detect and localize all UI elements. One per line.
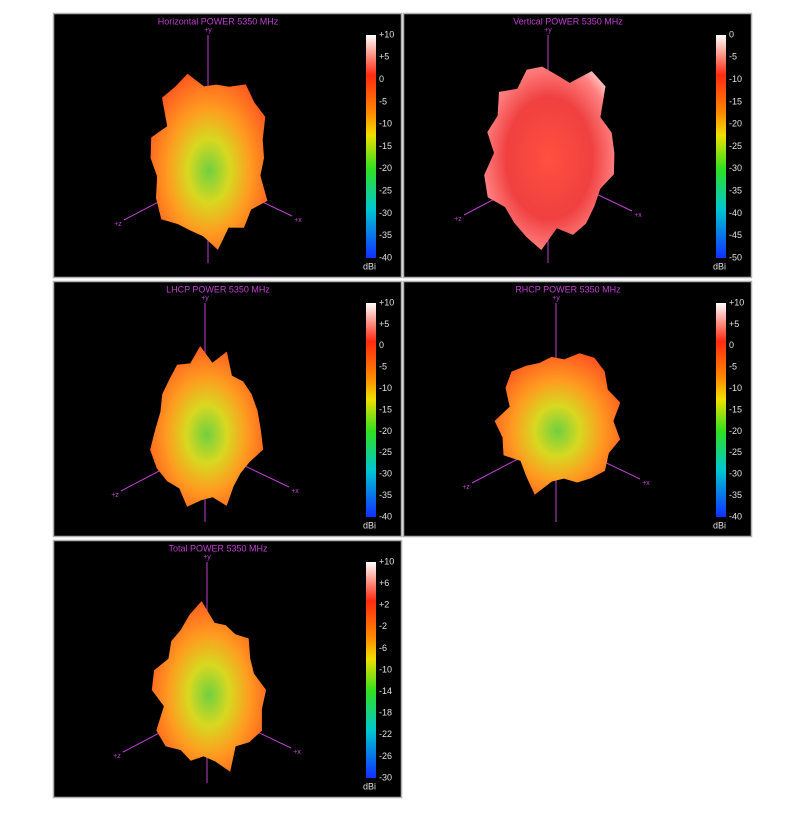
colorbar-tick-label: +5	[379, 52, 389, 62]
panel: Vertical POWER 5350 MHz+y +z +x 0 -5 -10 -15 -2…	[402, 12, 753, 279]
colorbar-tick-label: 0	[379, 74, 384, 84]
panel: Total POWER 5350 MHz+y +z +x +10 +6 +2 -2 -6 -10…	[52, 539, 403, 799]
colorbar-tick-label: +5	[379, 319, 389, 329]
colorbar-tick-label: -30	[729, 469, 742, 479]
colorbar-tick-label: 0	[379, 340, 384, 350]
colorbar-tick-label: -25	[379, 447, 392, 457]
colorbar-tick-label: -15	[729, 404, 742, 414]
colorbar-tick-label: -14	[379, 686, 392, 696]
panel-title: RHCP POWER 5350 MHz	[515, 284, 621, 294]
colorbar-tick-label: 0	[729, 340, 734, 350]
panel-title: LHCP POWER 5350 MHz	[166, 284, 270, 294]
colorbar-tick-label: 0	[729, 29, 734, 39]
axis-x-label: +x	[634, 212, 642, 219]
axis-y-label: +y	[201, 295, 209, 302]
panel-title: Vertical POWER 5350 MHz	[513, 16, 623, 26]
colorbar-tick-label: -30	[379, 772, 392, 782]
colorbar	[366, 562, 376, 778]
colorbar-tick-label: -30	[379, 208, 392, 218]
radiation-pattern	[150, 346, 264, 507]
colorbar-tick-label: -15	[729, 96, 742, 106]
panel-title: Total POWER 5350 MHz	[168, 543, 268, 553]
axis-x-label: +x	[294, 217, 302, 224]
colorbar-tick-label: -5	[379, 362, 387, 372]
colorbar-tick-label: -18	[379, 708, 392, 718]
colorbar-tick-label: -10	[379, 119, 392, 129]
colorbar-unit: dBi	[713, 520, 726, 530]
colorbar-tick-label: -25	[729, 141, 742, 151]
colorbar-tick-label: -15	[379, 141, 392, 151]
axis-y-label: +y	[203, 554, 211, 561]
colorbar-tick-label: -10	[379, 664, 392, 674]
axis-y-label: +y	[204, 27, 212, 34]
colorbar-tick-label: +10	[379, 556, 394, 566]
colorbar-tick-label: -40	[729, 511, 742, 521]
colorbar-tick-label: -45	[729, 230, 742, 240]
colorbar-tick-label: -50	[729, 252, 742, 262]
colorbar-tick-label: -30	[379, 469, 392, 479]
colorbar-tick-label: +6	[379, 578, 389, 588]
colorbar-unit: dBi	[363, 781, 376, 791]
colorbar-tick-label: -35	[729, 185, 742, 195]
colorbar	[366, 35, 376, 258]
colorbar-tick-label: +2	[379, 600, 389, 610]
panel-background	[402, 12, 753, 279]
axis-z-label: +z	[462, 484, 470, 491]
radiation-pattern	[151, 601, 267, 772]
panel: RHCP POWER 5350 MHz+y +z +x +10 +5 0 -5 -10 -15 -…	[402, 280, 753, 538]
colorbar-tick-label: -40	[379, 511, 392, 521]
colorbar-tick-label: -25	[729, 447, 742, 457]
colorbar-unit: dBi	[363, 261, 376, 271]
colorbar	[366, 303, 376, 517]
colorbar-tick-label: -26	[379, 751, 392, 761]
colorbar-tick-label: -20	[379, 426, 392, 436]
panel: Horizontal POWER 5350 MHz+y +z +x +10 +5 0 -5 -…	[52, 12, 403, 279]
panel: LHCP POWER 5350 MHz+y +z +x +10 +5 0 -5 -10 -15 -…	[52, 280, 403, 538]
colorbar-unit: dBi	[713, 261, 726, 271]
colorbar-tick-label: -10	[729, 74, 742, 84]
radiation-pattern	[150, 73, 268, 250]
colorbar-tick-label: -35	[729, 490, 742, 500]
axis-y-label: +y	[544, 27, 552, 34]
colorbar-tick-label: -20	[729, 119, 742, 129]
colorbar-tick-label: -5	[729, 362, 737, 372]
colorbar-tick-label: -10	[379, 383, 392, 393]
colorbar-tick-label: -5	[729, 52, 737, 62]
colorbar-tick-label: -35	[379, 230, 392, 240]
axis-y-label: +y	[552, 295, 560, 302]
colorbar-tick-label: -35	[379, 490, 392, 500]
colorbar-tick-label: +10	[729, 297, 744, 307]
colorbar-tick-label: -5	[379, 96, 387, 106]
radiation-pattern	[484, 66, 615, 251]
colorbar	[716, 35, 726, 258]
colorbar-unit: dBi	[363, 520, 376, 530]
axis-x-label: +x	[291, 488, 299, 495]
axis-z-label: +z	[113, 753, 121, 760]
colorbar-tick-label: -25	[379, 185, 392, 195]
colorbar-tick-label: +10	[379, 297, 394, 307]
colorbar-tick-label: +5	[729, 319, 739, 329]
axis-z-label: +z	[111, 492, 119, 499]
colorbar	[716, 303, 726, 517]
colorbar-tick-label: -2	[379, 621, 387, 631]
colorbar-tick-label: -10	[729, 383, 742, 393]
axis-x-label: +x	[293, 749, 301, 756]
radiation-pattern	[494, 353, 621, 495]
colorbar-tick-label: -6	[379, 643, 387, 653]
colorbar-tick-label: -20	[729, 426, 742, 436]
panel-title: Horizontal POWER 5350 MHz	[158, 16, 279, 26]
colorbar-tick-label: -20	[379, 163, 392, 173]
colorbar-tick-label: -15	[379, 404, 392, 414]
axis-z-label: +z	[454, 216, 462, 223]
colorbar-tick-label: -40	[379, 252, 392, 262]
axis-x-label: +x	[642, 480, 650, 487]
colorbar-tick-label: +10	[379, 29, 394, 39]
colorbar-tick-label: -22	[379, 729, 392, 739]
colorbar-tick-label: -40	[729, 208, 742, 218]
axis-z-label: +z	[114, 221, 122, 228]
colorbar-tick-label: -30	[729, 163, 742, 173]
